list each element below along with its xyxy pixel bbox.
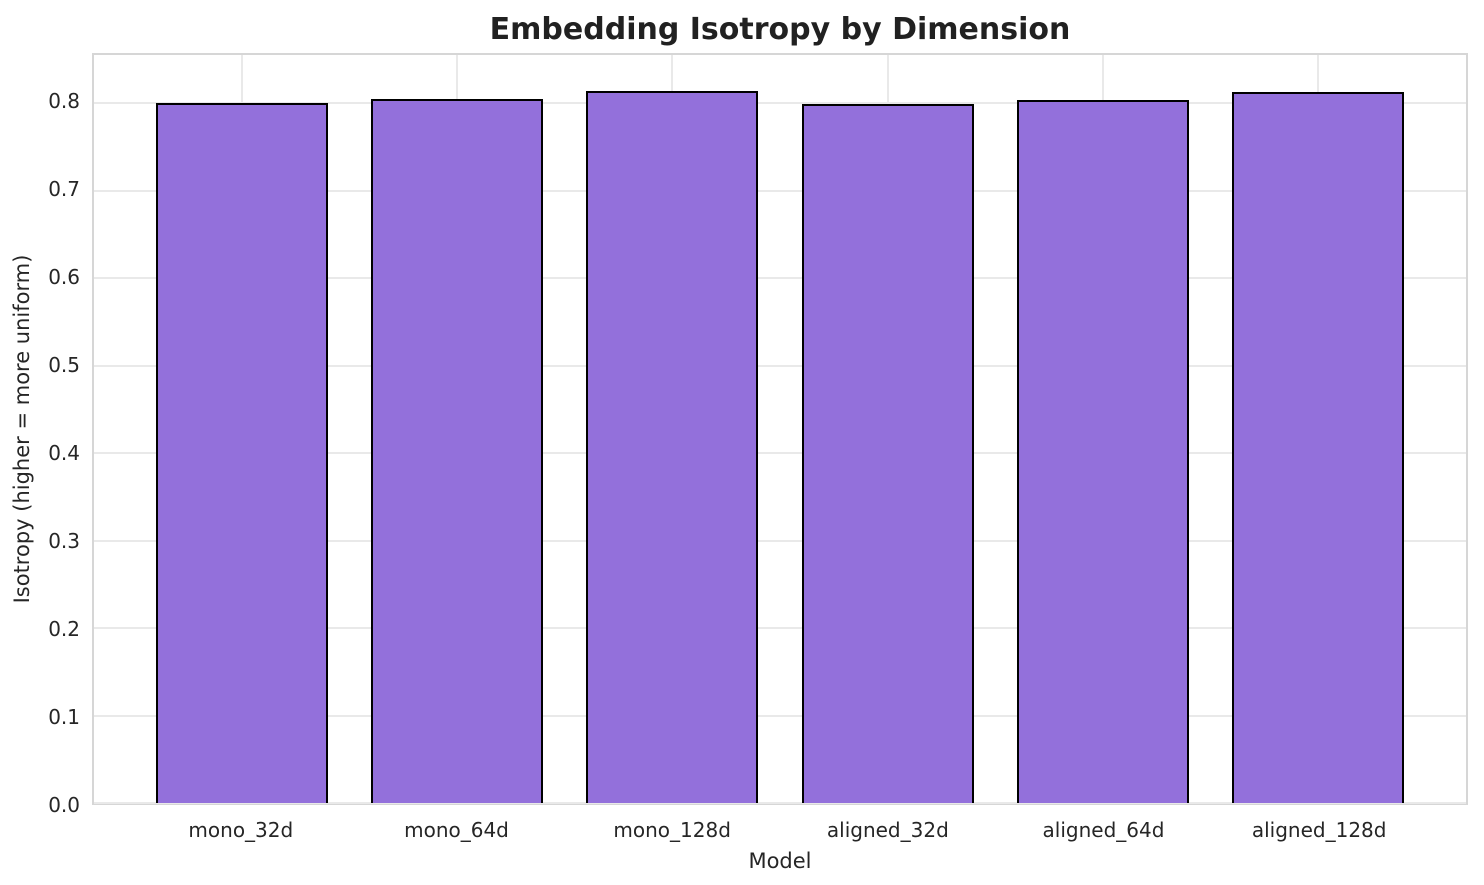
y-tick-label: 0.6 [48,265,80,290]
y-tick-label: 0.3 [48,529,80,554]
x-tick-label: aligned_32d [826,818,949,842]
bar-mono_64d [371,98,544,803]
bar-mono_128d [586,90,759,803]
x-tick-label: mono_64d [404,818,509,842]
x-tick-label: aligned_64d [1042,818,1165,842]
y-tick-label: 0.1 [48,705,80,730]
chart-title: Embedding Isotropy by Dimension [489,12,1071,47]
x-axis-label: Model [748,849,812,873]
bar-mono_32d [156,103,329,803]
x-tick-label: mono_32d [188,818,294,842]
x-tick-label: aligned_128d [1251,818,1387,842]
gridline-y-0.7 [94,189,1466,192]
y-tick-label: 0.0 [48,793,80,817]
y-tick-label: 0.5 [48,353,80,378]
gridline-y-0.4 [94,452,1466,455]
x-tick-label: mono_128d [613,818,731,842]
plot-area [92,53,1468,805]
gridline-y-0.2 [94,627,1466,630]
bar-aligned_128d [1231,91,1404,803]
gridline-y-0.0 [94,802,1466,804]
y-tick-label: 0.4 [48,441,80,466]
bar-aligned_64d [1016,99,1189,803]
gridline-y-0.8 [94,102,1466,105]
bar-aligned_32d [801,104,974,803]
gridline-y-0.5 [94,364,1466,367]
y-tick-label: 0.7 [48,177,80,202]
gridline-y-0.6 [94,277,1466,280]
gridline-y-0.1 [94,714,1466,717]
y-tick-label: 0.8 [48,89,80,114]
y-tick-label: 0.2 [48,617,80,642]
gridline-y-0.3 [94,539,1466,542]
